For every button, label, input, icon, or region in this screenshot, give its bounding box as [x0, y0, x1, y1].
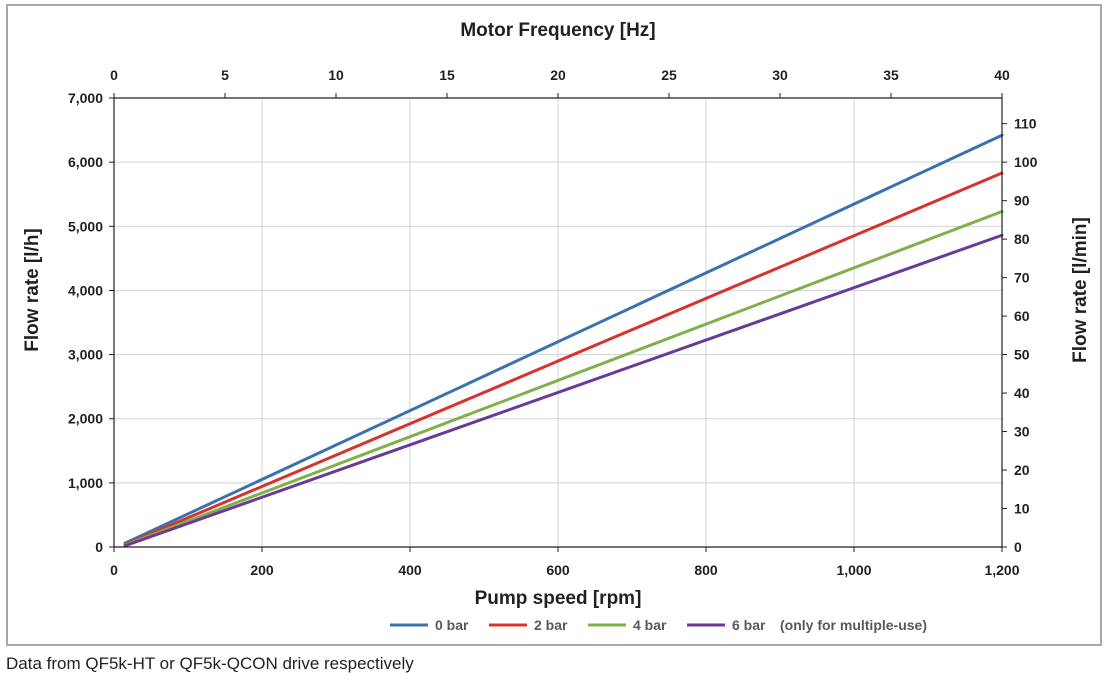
legend-note: (only for multiple-use) — [780, 617, 927, 633]
y2-tick-label: 70 — [1014, 270, 1030, 286]
x2-tick-label: 0 — [110, 67, 118, 83]
y2-tick-label: 60 — [1014, 308, 1030, 324]
y2-tick-label: 110 — [1014, 116, 1037, 132]
x2-tick-label: 25 — [661, 67, 677, 83]
y-tick-label: 6,000 — [68, 154, 103, 170]
x-tick-label: 1,200 — [984, 562, 1019, 578]
x2-tick-label: 35 — [883, 67, 899, 83]
x-tick-label: 0 — [110, 562, 118, 578]
x2-tick-label: 15 — [439, 67, 455, 83]
y2-tick-label: 40 — [1014, 385, 1030, 401]
x2-tick-label: 5 — [221, 67, 229, 83]
y2-axis-title: Flow rate [l/min] — [1070, 217, 1091, 363]
y2-tick-label: 50 — [1014, 347, 1030, 363]
legend: 0 bar 2 bar 4 bar 6 bar (only for multiple-u… — [390, 617, 927, 633]
y2-tick-label: 20 — [1014, 462, 1030, 478]
y-tick-label: 5,000 — [68, 218, 103, 234]
x2-axis-title: Motor Frequency [Hz] — [460, 20, 655, 41]
series-line-6-bar — [123, 233, 1004, 548]
legend-label-2-bar: 2 bar — [534, 617, 568, 633]
y-axis-title: Flow rate [l/h] — [22, 228, 43, 352]
x-axis-title: Pump speed [rpm] — [475, 588, 642, 609]
legend-label-6-bar: 6 bar — [732, 617, 766, 633]
y-tick-label: 4,000 — [68, 282, 103, 298]
series-lines — [123, 133, 1004, 548]
series-line-4-bar — [123, 210, 1004, 547]
y-tick-label: 2,000 — [68, 411, 103, 427]
y-tick-label: 3,000 — [68, 347, 103, 363]
x-tick-label: 1,000 — [836, 562, 871, 578]
chart-frame — [6, 4, 1102, 646]
legend-label-4-bar: 4 bar — [633, 617, 667, 633]
footnote: Data from QF5k-HT or QF5k-QCON drive res… — [6, 654, 414, 673]
y2-tick-label: 80 — [1014, 231, 1030, 247]
y2-tick-label: 30 — [1014, 424, 1030, 440]
x2-tick-label: 10 — [328, 67, 344, 83]
x2-tick-label: 30 — [772, 67, 788, 83]
y2-tick-label: 90 — [1014, 193, 1030, 209]
y2-tick-label: 10 — [1014, 501, 1030, 517]
series-line-0-bar — [123, 133, 1004, 545]
x2-tick-label: 20 — [550, 67, 566, 83]
y-tick-label: 0 — [95, 539, 103, 555]
x-tick-label: 400 — [398, 562, 422, 578]
legend-label-0-bar: 0 bar — [435, 617, 469, 633]
x-tick-label: 800 — [694, 562, 718, 578]
y-tick-label: 1,000 — [68, 475, 103, 491]
y-tick-label: 7,000 — [68, 90, 103, 106]
y2-tick-label: 100 — [1014, 154, 1038, 170]
grid-lines — [114, 98, 1002, 547]
series-line-2-bar — [123, 171, 1004, 546]
x2-tick-label: 40 — [994, 67, 1010, 83]
axes — [109, 93, 1007, 552]
x-tick-label: 200 — [250, 562, 274, 578]
y2-tick-label: 0 — [1014, 539, 1022, 555]
x-tick-label: 600 — [546, 562, 570, 578]
